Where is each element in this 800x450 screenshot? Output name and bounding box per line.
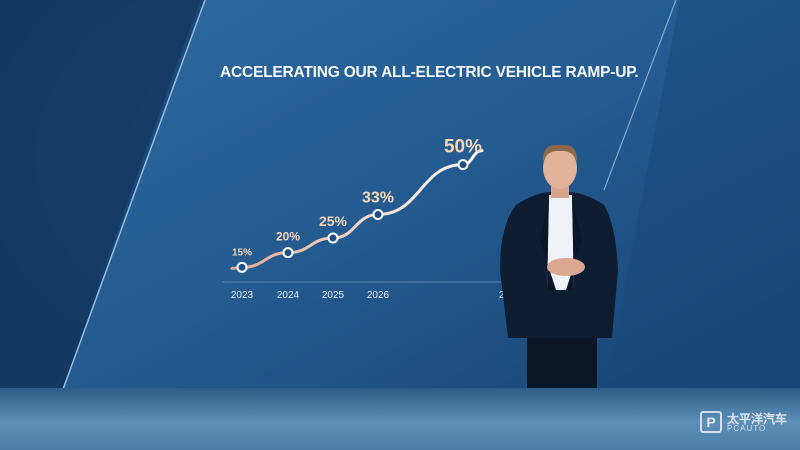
data-point-2026: [372, 209, 384, 221]
panel-edge-right: [603, 0, 677, 191]
data-label-2024: 20%: [276, 230, 300, 244]
stage-floor: [0, 388, 800, 450]
watermark: P 太平洋汽车 PCAUTO: [700, 410, 792, 436]
data-point-2024: [282, 247, 294, 259]
presenter-head: [543, 147, 577, 189]
presenter-lapel-left: [540, 195, 556, 290]
data-point-2023: [236, 261, 248, 273]
tick-label-2023: 2023: [231, 290, 254, 301]
data-point-2025: [327, 232, 339, 244]
data-label-2030: 50%: [444, 137, 482, 158]
watermark-text: 太平洋汽车: [727, 412, 788, 426]
screen-right-panel: [605, 0, 800, 390]
tick-label-2026: 2026: [367, 290, 390, 301]
presenter-hands: [547, 258, 585, 276]
data-point-2030: [457, 159, 469, 171]
data-label-2026: 33%: [362, 190, 394, 207]
tick-label-2024: 2024: [277, 290, 300, 301]
panel-edge-left: [61, 0, 206, 393]
presenter-hair: [542, 144, 578, 163]
slide-headline: ACCELERATING OUR ALL-ELECTRIC VEHICLE RA…: [220, 64, 639, 81]
presenter-lapel-right: [566, 195, 582, 290]
watermark-logo-icon: P: [700, 411, 722, 433]
data-label-2025: 25%: [319, 213, 348, 229]
tick-label-2025: 2025: [322, 290, 345, 301]
watermark-subtext: PCAUTO: [727, 424, 767, 433]
data-label-2023: 15%: [232, 247, 252, 258]
screen-left-dark: [0, 0, 200, 390]
